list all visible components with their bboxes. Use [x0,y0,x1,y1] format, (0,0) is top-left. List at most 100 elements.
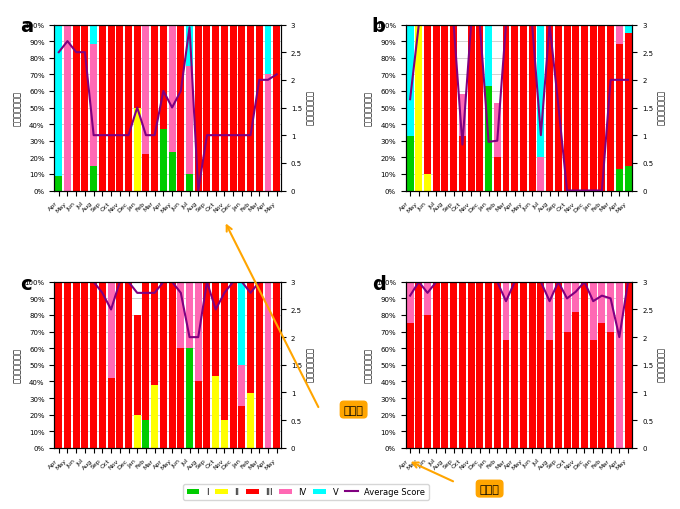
Bar [581,25,588,191]
Bar [221,282,228,420]
Bar [407,282,413,324]
Bar [441,282,448,448]
Bar [186,349,193,448]
Bar [581,282,588,448]
Bar [186,67,193,175]
Bar [485,282,492,448]
Bar [99,25,106,191]
Bar [555,282,562,448]
Bar [142,155,150,191]
Bar [503,25,509,191]
Y-axis label: グレード出現率: グレード出現率 [364,348,373,383]
Bar [415,282,422,448]
Bar [573,282,579,312]
Bar [624,166,632,191]
Bar [528,25,536,191]
Bar [177,349,184,448]
Bar [265,282,271,448]
Bar [203,25,210,191]
Bar [537,25,545,158]
Bar [142,420,150,448]
Bar [564,282,571,332]
Bar [616,45,623,169]
Bar [624,282,632,448]
Bar [424,316,431,448]
Y-axis label: グレード出現率: グレード出現率 [13,91,22,126]
Bar [624,34,632,166]
Bar [564,332,571,448]
Bar [265,25,271,75]
Bar [90,166,97,191]
Bar [73,282,80,448]
Bar [169,282,175,448]
Bar [450,282,457,448]
Bar [55,176,63,191]
Bar [64,282,71,448]
Legend: I, II, III, IV, V, Average Score: I, II, III, IV, V, Average Score [184,484,428,500]
Bar [598,324,605,448]
Bar [151,282,158,385]
Bar [186,25,193,67]
Bar [424,17,431,175]
Bar [494,282,500,448]
Bar [142,25,150,155]
Bar [494,158,500,191]
Y-axis label: グレード出現率: グレード出現率 [364,91,373,126]
Bar [459,95,466,136]
Bar [64,25,71,191]
Bar [212,377,219,448]
Bar [546,340,553,448]
Bar [151,25,158,191]
Bar [407,324,413,448]
Bar [239,282,245,365]
Bar [256,25,262,191]
Bar [239,25,245,191]
Bar [134,25,141,108]
Bar [477,25,483,191]
Text: 成熟期: 成熟期 [343,405,364,415]
Bar [221,420,228,448]
Bar [160,130,167,191]
Bar [616,169,623,191]
Bar [511,25,518,191]
Bar [424,282,431,316]
Bar [573,312,579,448]
Bar [203,282,210,448]
Bar [273,25,280,191]
Y-axis label: スコアと成熟度: スコアと成熟度 [656,91,664,126]
Bar [468,25,475,191]
Bar [590,25,596,191]
Bar [537,158,545,191]
Bar [432,282,440,448]
Bar [230,25,237,191]
Bar [151,385,158,448]
Y-axis label: スコアと成熟度: スコアと成熟度 [656,348,664,383]
Y-axis label: スコアと成熟度: スコアと成熟度 [304,91,313,126]
Bar [116,25,123,191]
Bar [107,378,114,448]
Bar [239,365,245,407]
Bar [607,282,614,332]
Bar [494,103,500,158]
Bar [528,282,536,448]
Bar [82,282,88,448]
Bar [99,282,106,448]
Bar [273,282,280,448]
Bar [125,25,132,191]
Bar [598,25,605,191]
Bar [107,25,114,191]
Bar [134,108,141,191]
Bar [221,25,228,191]
Bar [134,415,141,448]
Bar [590,282,596,340]
Bar [424,175,431,191]
Bar [598,282,605,324]
Bar [607,332,614,448]
Bar [573,25,579,191]
Bar [160,282,167,448]
Bar [186,175,193,191]
Bar [485,87,492,191]
Y-axis label: スコアと成熟度: スコアと成熟度 [304,348,313,383]
Bar [407,25,413,136]
Bar [55,282,63,448]
